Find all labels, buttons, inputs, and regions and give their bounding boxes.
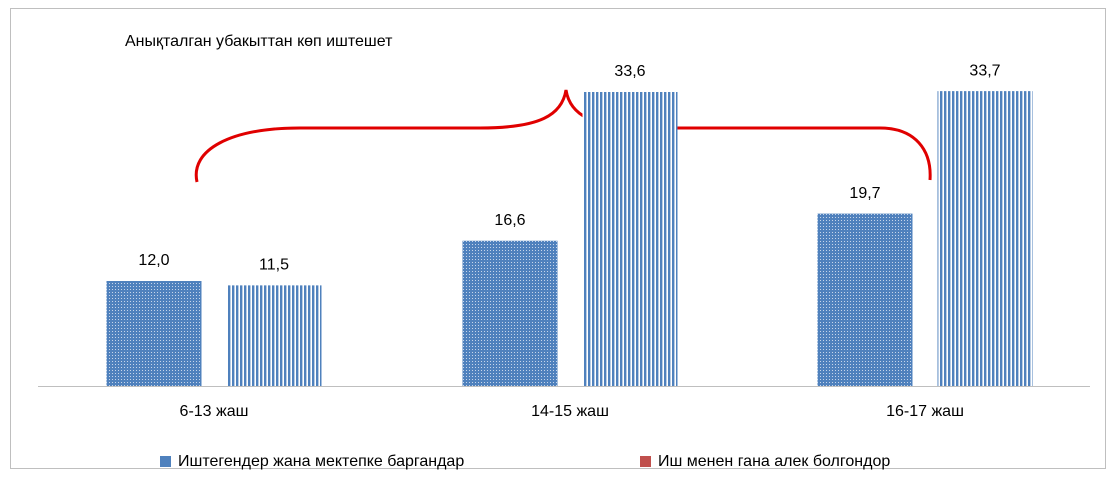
- bar: [106, 281, 202, 386]
- brace-annotation: [194, 89, 932, 183]
- x-tick-label: 16-17 жаш: [886, 403, 964, 420]
- legend-label: Иш менен гана алек болгондор: [658, 453, 890, 470]
- value-label: 16,6: [494, 212, 525, 229]
- x-tick-label: 14-15 жаш: [531, 403, 609, 420]
- value-label: 19,7: [849, 185, 880, 202]
- value-label: 12,0: [138, 252, 169, 269]
- value-label: 11,5: [259, 257, 289, 274]
- legend-swatch: [640, 456, 651, 467]
- legend-label: Иштегендер жана мектепке баргандар: [178, 453, 464, 470]
- bar: [937, 91, 1033, 386]
- bar: [582, 92, 678, 386]
- chart-frame: [10, 8, 1106, 469]
- x-tick-label: 6-13 жаш: [180, 403, 249, 420]
- value-label: 33,7: [969, 62, 1000, 79]
- chart-title: Анықталган убакыттан көп иштешет: [125, 33, 393, 50]
- bar: [462, 240, 558, 386]
- bar: [226, 285, 322, 386]
- legend-swatch: [160, 456, 171, 467]
- value-label: 33,6: [614, 63, 645, 80]
- bar: [817, 213, 913, 386]
